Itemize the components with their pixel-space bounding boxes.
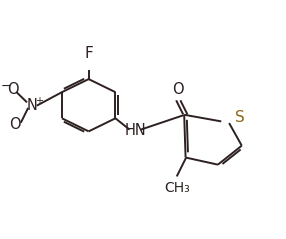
Text: S: S bbox=[235, 110, 245, 125]
Text: HN: HN bbox=[124, 123, 146, 138]
Text: +: + bbox=[35, 96, 43, 106]
Text: O: O bbox=[7, 82, 19, 97]
Text: N: N bbox=[27, 98, 37, 113]
Text: O: O bbox=[172, 82, 184, 97]
Text: O: O bbox=[9, 117, 21, 132]
Text: −: − bbox=[1, 80, 12, 93]
Text: CH₃: CH₃ bbox=[164, 181, 190, 195]
Text: F: F bbox=[84, 46, 93, 61]
